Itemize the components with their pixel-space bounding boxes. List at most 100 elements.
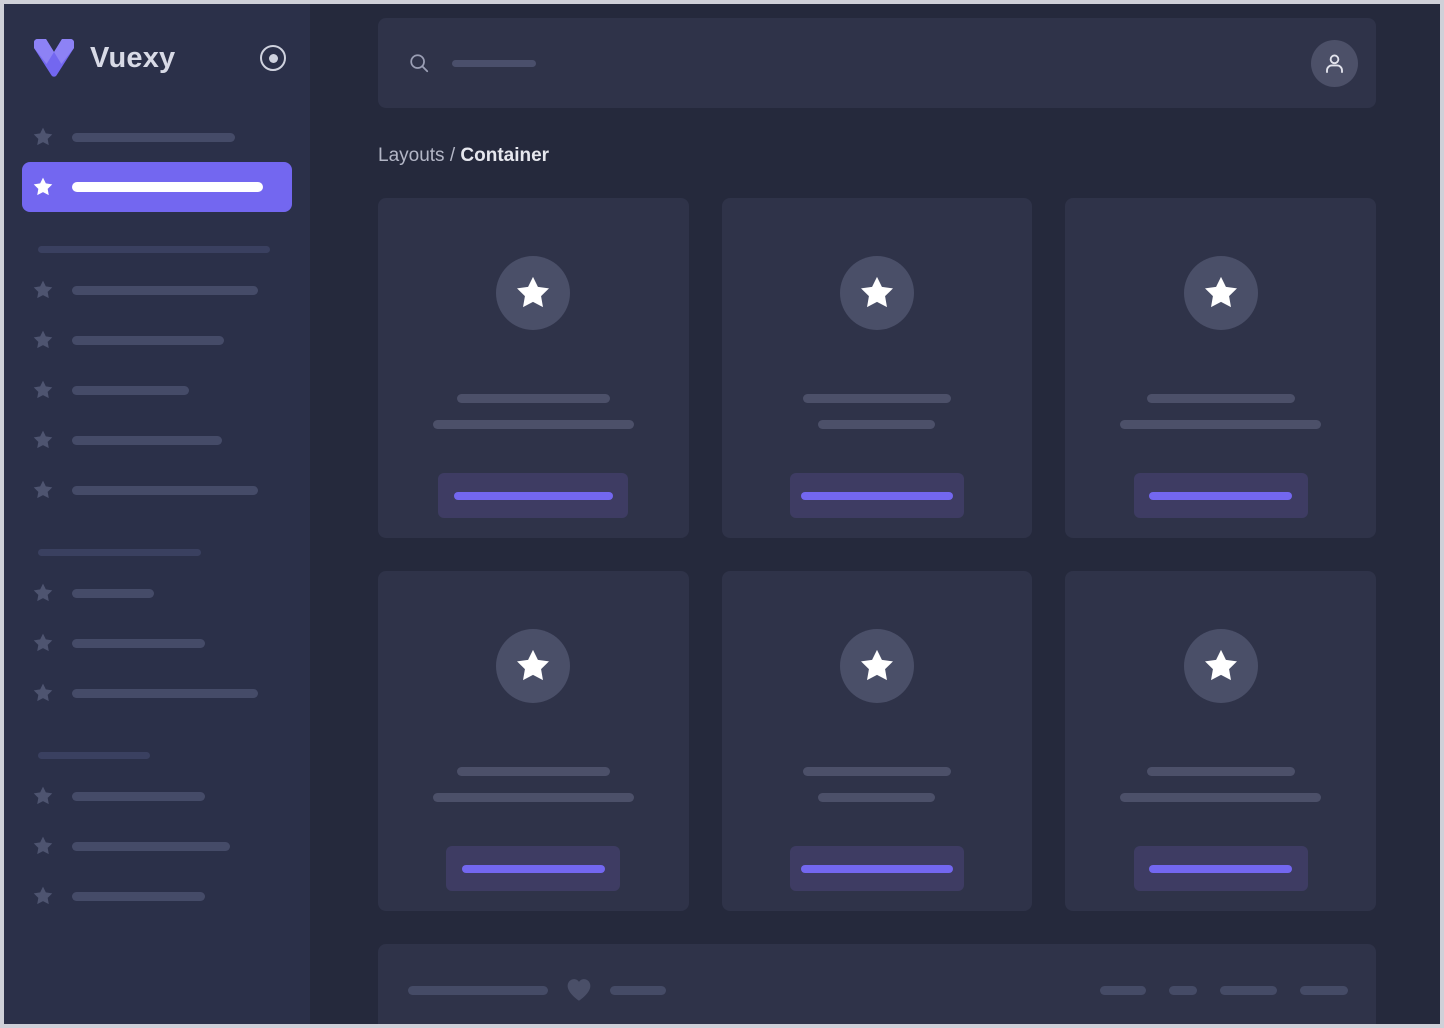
sidebar-group-2 — [4, 246, 310, 515]
footer-link-pill[interactable] — [1300, 985, 1348, 995]
star-icon — [32, 632, 54, 654]
card-6 — [1065, 571, 1376, 911]
card-title-bar — [1146, 767, 1295, 776]
card-subtitle-bar — [1120, 420, 1322, 429]
card-action-button[interactable] — [438, 473, 629, 518]
card-avatar — [1183, 629, 1258, 703]
star-icon — [32, 582, 54, 604]
card-avatar — [1183, 256, 1258, 330]
sidebar: Vuexy — [4, 4, 310, 1024]
card-3 — [1065, 198, 1376, 538]
sidebar-item-label-bar — [72, 385, 189, 395]
card-avatar — [496, 629, 571, 703]
brand-header: Vuexy — [4, 4, 310, 112]
card-subtitle-bar — [818, 420, 936, 429]
card-subtitle-bar — [432, 420, 634, 429]
sidebar-section-divider — [38, 246, 270, 253]
brand-name: Vuexy — [90, 41, 176, 74]
spacer — [4, 515, 310, 549]
sidebar-item-1[interactable] — [22, 112, 292, 162]
sidebar-group-3 — [4, 549, 310, 718]
star-icon — [32, 429, 54, 451]
card-5 — [721, 571, 1033, 911]
sidebar-item-5[interactable] — [22, 365, 292, 415]
sidebar-item-9[interactable] — [22, 618, 292, 668]
card-button-label-bar — [800, 864, 953, 873]
sidebar-section-divider — [38, 752, 150, 759]
sidebar-item-2-active[interactable] — [22, 162, 292, 212]
sidebar-item-label-bar — [72, 688, 258, 698]
star-icon — [32, 785, 54, 807]
footer-right-group — [1100, 985, 1348, 995]
sidebar-item-6[interactable] — [22, 415, 292, 465]
footer-link-pill[interactable] — [1169, 985, 1197, 995]
sidebar-section-divider — [38, 549, 201, 556]
sidebar-item-label-bar — [72, 435, 222, 445]
search-placeholder-bar — [452, 59, 536, 67]
footer-text-bar — [610, 985, 666, 995]
star-icon — [32, 479, 54, 501]
footer-link-pill[interactable] — [1100, 985, 1146, 995]
sidebar-item-7[interactable] — [22, 465, 292, 515]
star-icon — [860, 276, 893, 308]
card-button-label-bar — [800, 491, 953, 500]
main-content: Layouts / Container — [310, 4, 1440, 1024]
sidebar-item-10[interactable] — [22, 668, 292, 718]
search-icon — [408, 52, 430, 74]
card-avatar — [839, 256, 914, 330]
card-action-button[interactable] — [1133, 846, 1308, 891]
card-avatar — [839, 629, 914, 703]
sidebar-item-11[interactable] — [22, 771, 292, 821]
footer-bar — [378, 944, 1376, 1024]
heart-icon[interactable] — [566, 978, 592, 1002]
user-avatar-icon[interactable] — [1311, 39, 1358, 87]
card-2 — [721, 198, 1033, 538]
card-subtitle-bar — [818, 793, 936, 802]
sidebar-item-12[interactable] — [22, 821, 292, 871]
sidebar-item-label-bar — [72, 485, 258, 495]
star-icon — [32, 176, 54, 198]
star-icon — [32, 279, 54, 301]
sidebar-item-4[interactable] — [22, 315, 292, 365]
sidebar-item-label-bar — [72, 335, 224, 345]
breadcrumb: Layouts / Container — [378, 146, 1376, 165]
radio-dot-icon[interactable] — [260, 45, 286, 71]
sidebar-item-3[interactable] — [22, 265, 292, 315]
card-subtitle-bar — [1120, 793, 1322, 802]
card-4 — [378, 571, 689, 911]
sidebar-item-label-bar — [72, 182, 263, 192]
star-icon — [32, 379, 54, 401]
breadcrumb-separator: / — [449, 145, 456, 166]
footer-left-group — [408, 978, 1100, 1002]
sidebar-nav — [4, 112, 310, 921]
spacer — [4, 212, 310, 246]
card-title-bar — [802, 394, 951, 403]
card-action-button[interactable] — [1133, 473, 1308, 518]
sidebar-item-8[interactable] — [22, 568, 292, 618]
breadcrumb-parent[interactable]: Layouts — [378, 145, 445, 166]
card-subtitle-bar — [432, 793, 634, 802]
card-avatar — [496, 256, 571, 330]
sidebar-item-label-bar — [72, 588, 154, 598]
sidebar-group-4 — [4, 752, 310, 921]
star-icon — [517, 276, 550, 308]
card-action-button[interactable] — [789, 473, 964, 518]
card-action-button[interactable] — [789, 846, 964, 891]
card-button-label-bar — [1149, 491, 1293, 500]
sidebar-item-13[interactable] — [22, 871, 292, 921]
sidebar-item-label-bar — [72, 638, 205, 648]
star-icon — [32, 126, 54, 148]
star-icon — [32, 835, 54, 857]
card-action-button[interactable] — [446, 846, 621, 891]
card-button-label-bar — [461, 864, 605, 873]
star-icon — [1204, 649, 1237, 681]
star-icon — [1204, 276, 1237, 308]
search-input[interactable] — [408, 52, 1311, 74]
card-button-label-bar — [453, 491, 613, 500]
sidebar-item-label-bar — [72, 132, 235, 142]
footer-link-pill[interactable] — [1220, 985, 1277, 995]
star-icon — [32, 682, 54, 704]
card-1 — [378, 198, 689, 538]
footer-text-bar — [408, 985, 548, 995]
